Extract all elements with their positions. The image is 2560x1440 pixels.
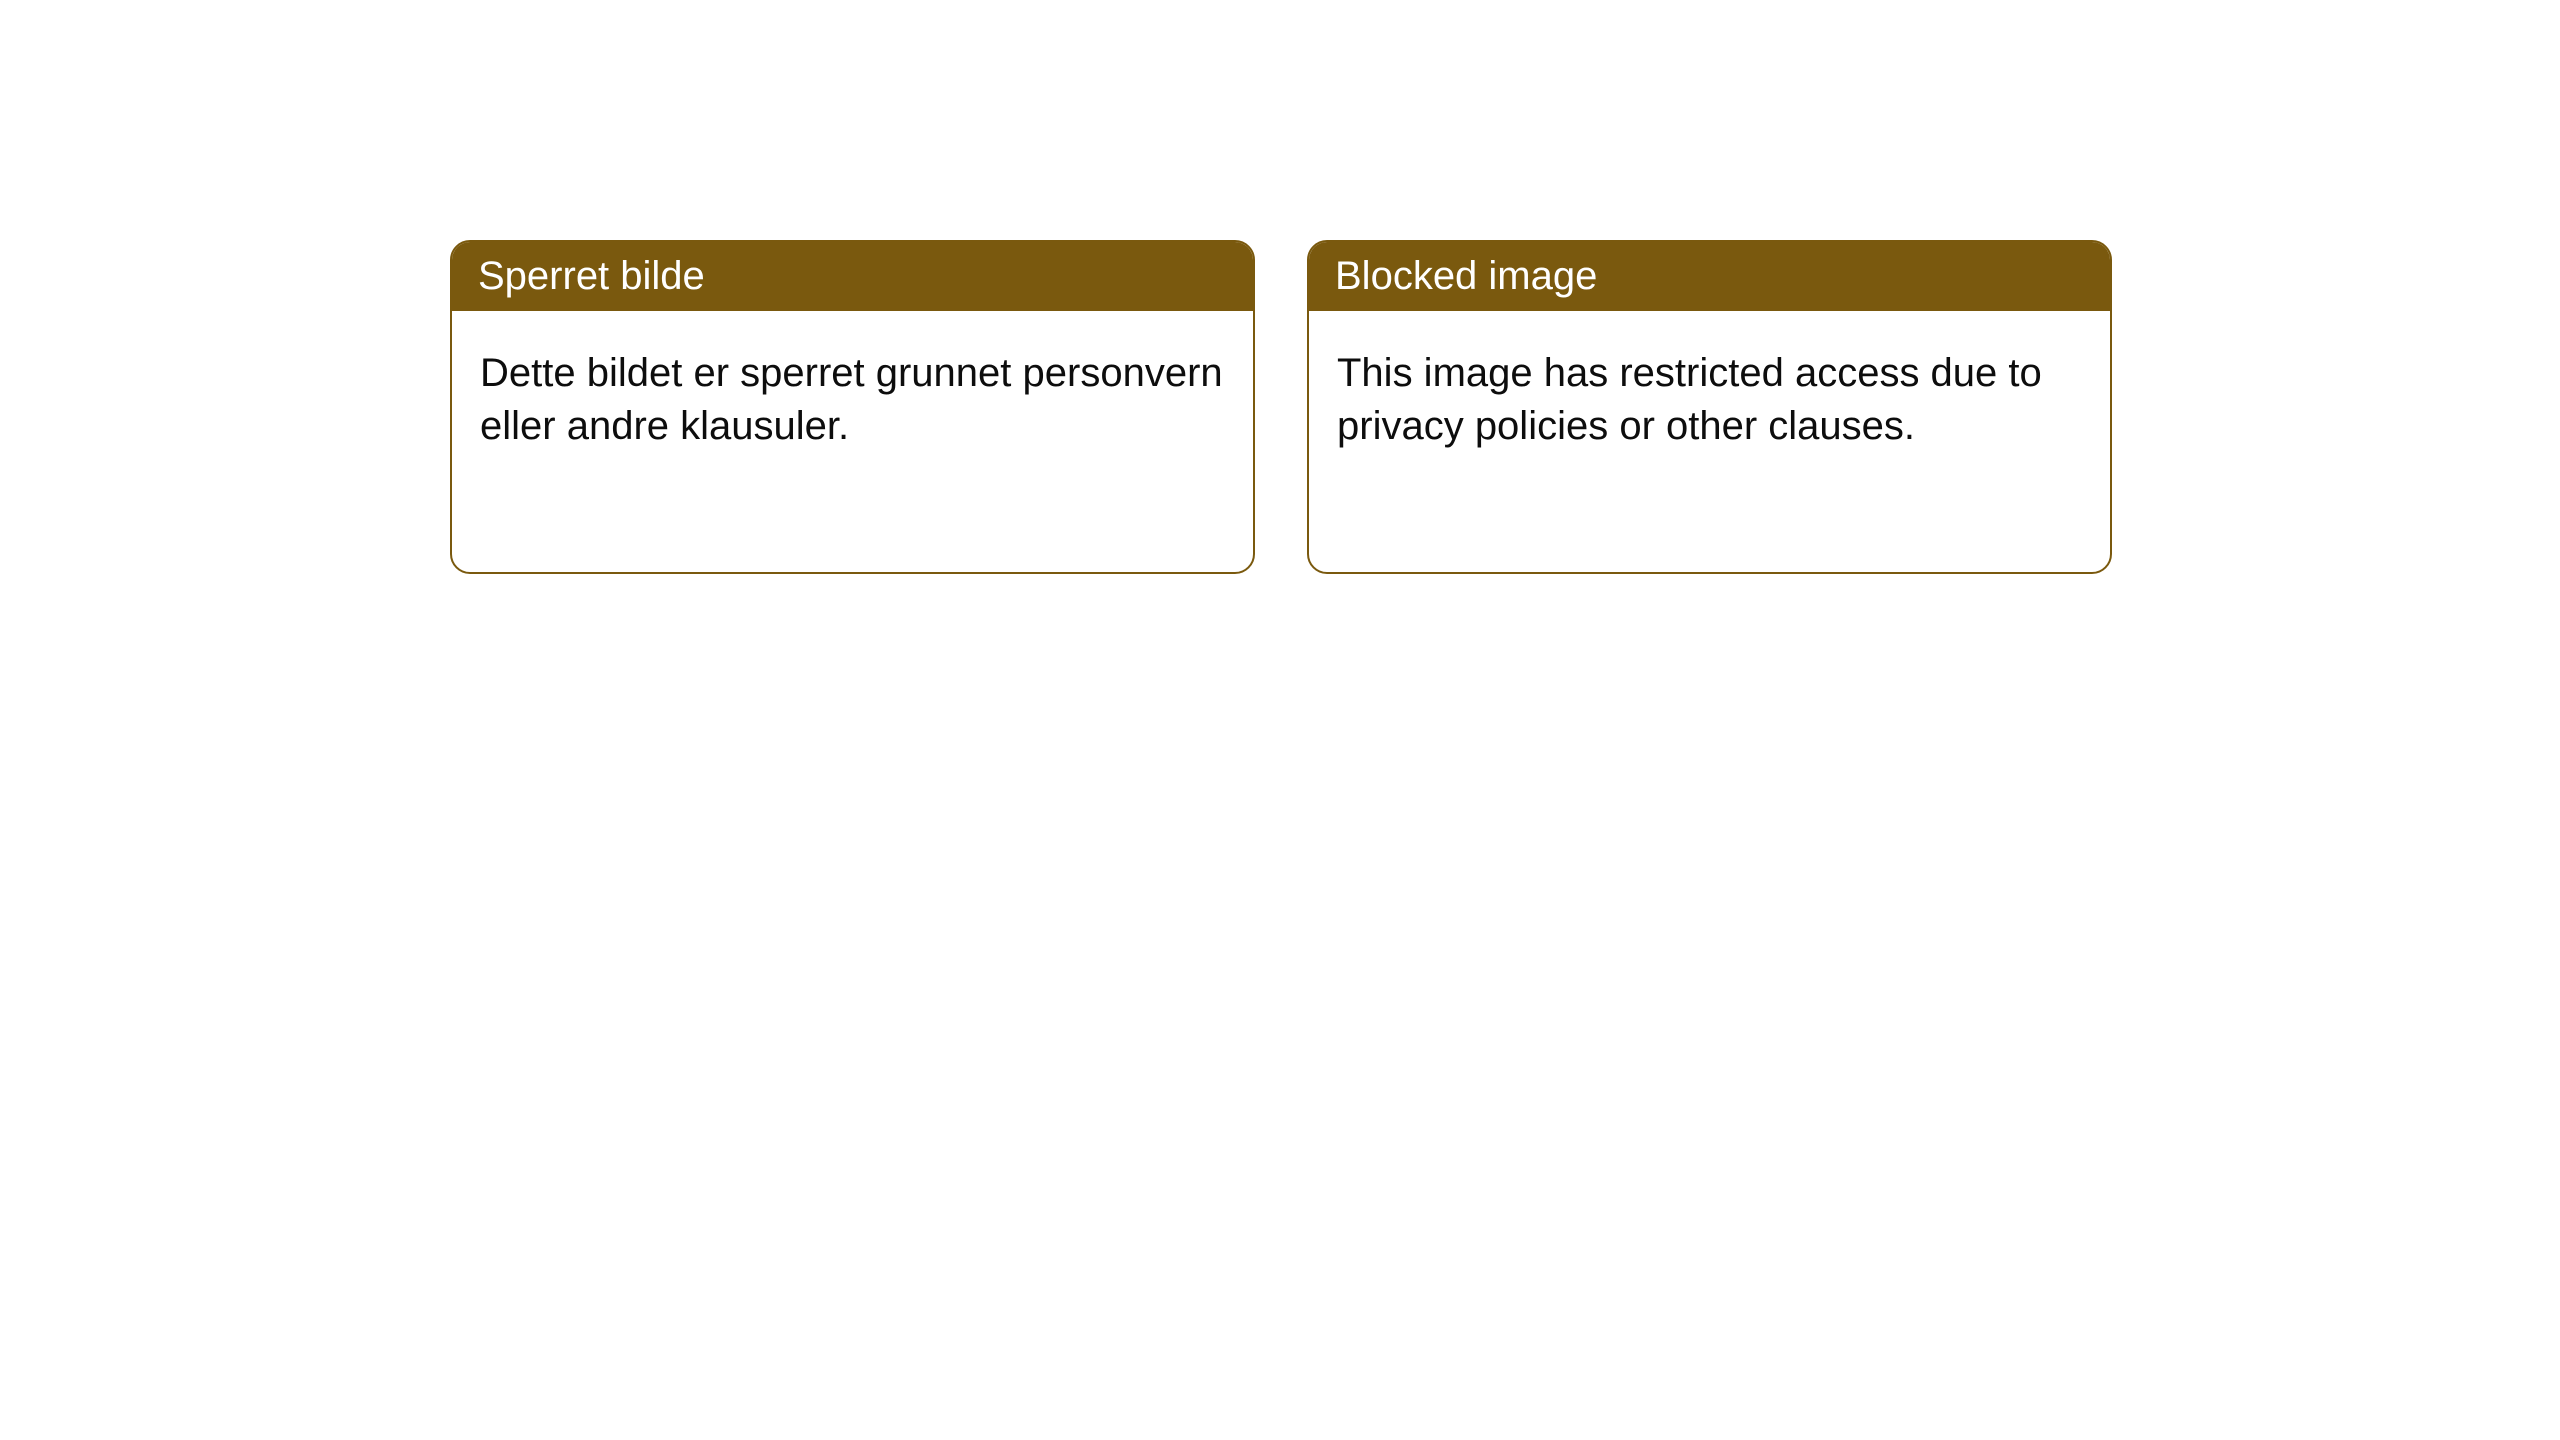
notice-header: Blocked image <box>1309 242 2110 311</box>
notice-header: Sperret bilde <box>452 242 1253 311</box>
notice-title: Sperret bilde <box>478 254 705 298</box>
notice-container: Sperret bilde Dette bildet er sperret gr… <box>0 0 2560 574</box>
notice-title: Blocked image <box>1335 254 1597 298</box>
notice-message: Dette bildet er sperret grunnet personve… <box>480 351 1223 448</box>
notice-message: This image has restricted access due to … <box>1337 351 2042 448</box>
notice-card-norwegian: Sperret bilde Dette bildet er sperret gr… <box>450 240 1255 574</box>
notice-body: This image has restricted access due to … <box>1309 311 2110 489</box>
notice-body: Dette bildet er sperret grunnet personve… <box>452 311 1253 489</box>
notice-card-english: Blocked image This image has restricted … <box>1307 240 2112 574</box>
